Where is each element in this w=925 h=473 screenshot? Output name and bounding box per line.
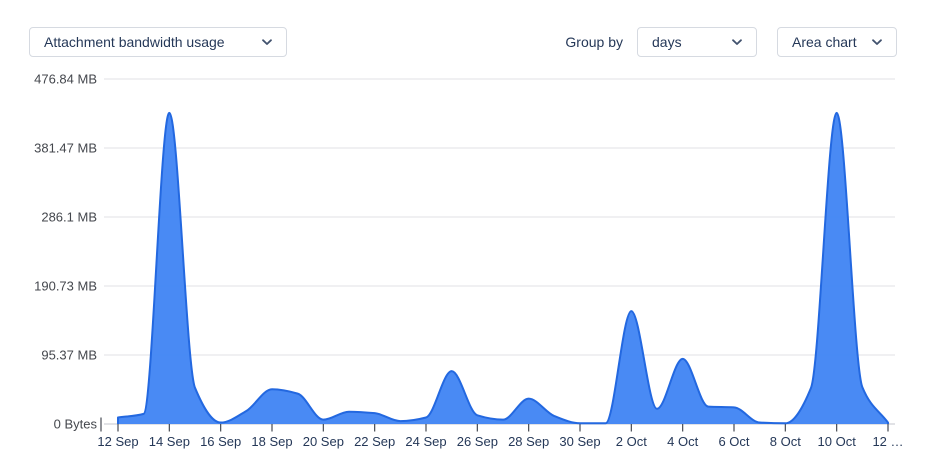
chart-type-select-value: Area chart — [792, 34, 857, 50]
x-axis-label: 28 Sep — [508, 434, 549, 449]
area-series-line — [117, 111, 889, 425]
x-axis-label: 26 Sep — [457, 434, 498, 449]
y-axis-label: 95.37 MB — [41, 347, 97, 362]
y-axis-label: 476.84 MB — [34, 72, 97, 87]
y-axis-label: 381.47 MB — [34, 141, 97, 156]
y-axis-label: 0 Bytes — [54, 417, 98, 432]
area-series-fill — [118, 112, 888, 424]
chevron-down-icon — [732, 39, 742, 45]
y-axis-label: 190.73 MB — [34, 279, 97, 294]
x-axis-label: 20 Sep — [303, 434, 344, 449]
x-axis-label: 16 Sep — [200, 434, 241, 449]
x-axis-label: 22 Sep — [354, 434, 395, 449]
x-axis-label: 18 Sep — [251, 434, 292, 449]
group-by-select-value: days — [652, 34, 682, 50]
chevron-down-icon — [262, 39, 272, 45]
x-axis-label: 10 Oct — [818, 434, 857, 449]
metric-select[interactable]: Attachment bandwidth usage — [29, 27, 287, 57]
x-axis-label: 6 Oct — [718, 434, 749, 449]
bandwidth-usage-area-chart[interactable]: 0 Bytes 95.37 MB 190.73 MB 286.1 MB 381.47 M… — [0, 66, 925, 473]
chart-type-select[interactable]: Area chart — [777, 27, 897, 57]
x-axis-label: 4 Oct — [667, 434, 698, 449]
x-axis-label: 30 Sep — [559, 434, 600, 449]
group-by-label: Group by — [565, 34, 623, 50]
group-by-select[interactable]: days — [637, 27, 757, 57]
x-axis-label: 8 Oct — [770, 434, 801, 449]
chart-controls: Attachment bandwidth usage Group by days… — [29, 27, 897, 57]
y-axis-label: 286.1 MB — [41, 210, 97, 225]
chevron-down-icon — [872, 39, 882, 45]
x-axis-label: 12 Sep — [97, 434, 138, 449]
x-axis-label: 24 Sep — [405, 434, 446, 449]
x-axis-label: 14 Sep — [149, 434, 190, 449]
metric-select-value: Attachment bandwidth usage — [44, 34, 225, 50]
x-axis-label: 2 Oct — [616, 434, 647, 449]
right-controls: Group by days Area chart — [565, 27, 897, 57]
x-axis-label: 12 … — [872, 434, 903, 449]
